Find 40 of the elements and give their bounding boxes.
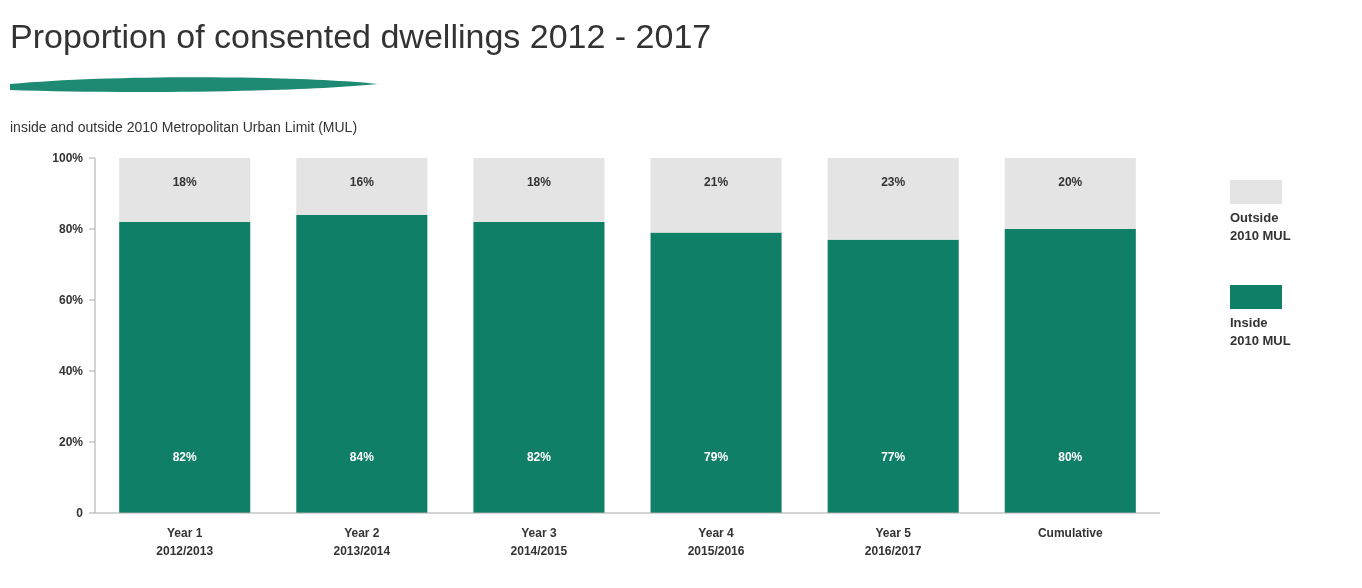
data-label: 77%	[881, 450, 906, 464]
bar	[827, 239, 959, 513]
bar	[650, 232, 782, 513]
y-tick-label: 0	[76, 506, 84, 520]
bar	[1004, 158, 1136, 229]
chart-subtitle: inside and outside 2010 Metropolitan Urban Limit (MUL)	[10, 119, 358, 135]
legend-label: Inside 2010 MUL	[1230, 315, 1291, 348]
data-label: 84%	[349, 450, 375, 464]
x-tick-label: Year 2 2013/2014	[333, 526, 391, 558]
bar	[296, 158, 428, 215]
data-label: 18%	[172, 175, 198, 189]
bar	[473, 158, 605, 222]
data-label: 82%	[172, 450, 198, 464]
y-tick-label: 100%	[52, 151, 84, 165]
bar	[119, 158, 251, 222]
bar	[1004, 229, 1136, 513]
y-tick-label: 20%	[58, 435, 84, 449]
data-label: 79%	[704, 450, 729, 464]
data-label: 23%	[881, 175, 906, 189]
data-label: 80%	[1058, 450, 1083, 464]
x-tick-label: Year 5 2016/2017	[864, 526, 922, 558]
data-label: 16%	[349, 175, 375, 189]
x-tick-label: Year 1 2012/2013	[156, 526, 214, 558]
y-tick-label: 40%	[58, 364, 84, 378]
y-tick-label: 60%	[58, 293, 84, 307]
data-label: 18%	[526, 175, 552, 189]
data-label: 20%	[1058, 175, 1083, 189]
y-tick-label: 80%	[58, 222, 84, 236]
data-label: 82%	[526, 450, 552, 464]
bar	[827, 158, 959, 240]
bar	[296, 214, 428, 513]
x-tick-label: Year 3 2014/2015	[510, 526, 568, 558]
x-tick-label: Cumulative	[1037, 526, 1103, 540]
chart-title: Proportion of consented dwellings 2012 - 2017	[10, 17, 712, 55]
bar	[119, 221, 251, 513]
x-tick-label: Year 4 2015/2016	[687, 526, 745, 558]
bar	[473, 221, 605, 513]
legend-label: Outside 2010 MUL	[1230, 210, 1291, 243]
bar	[650, 158, 782, 233]
data-label: 21%	[704, 175, 729, 189]
